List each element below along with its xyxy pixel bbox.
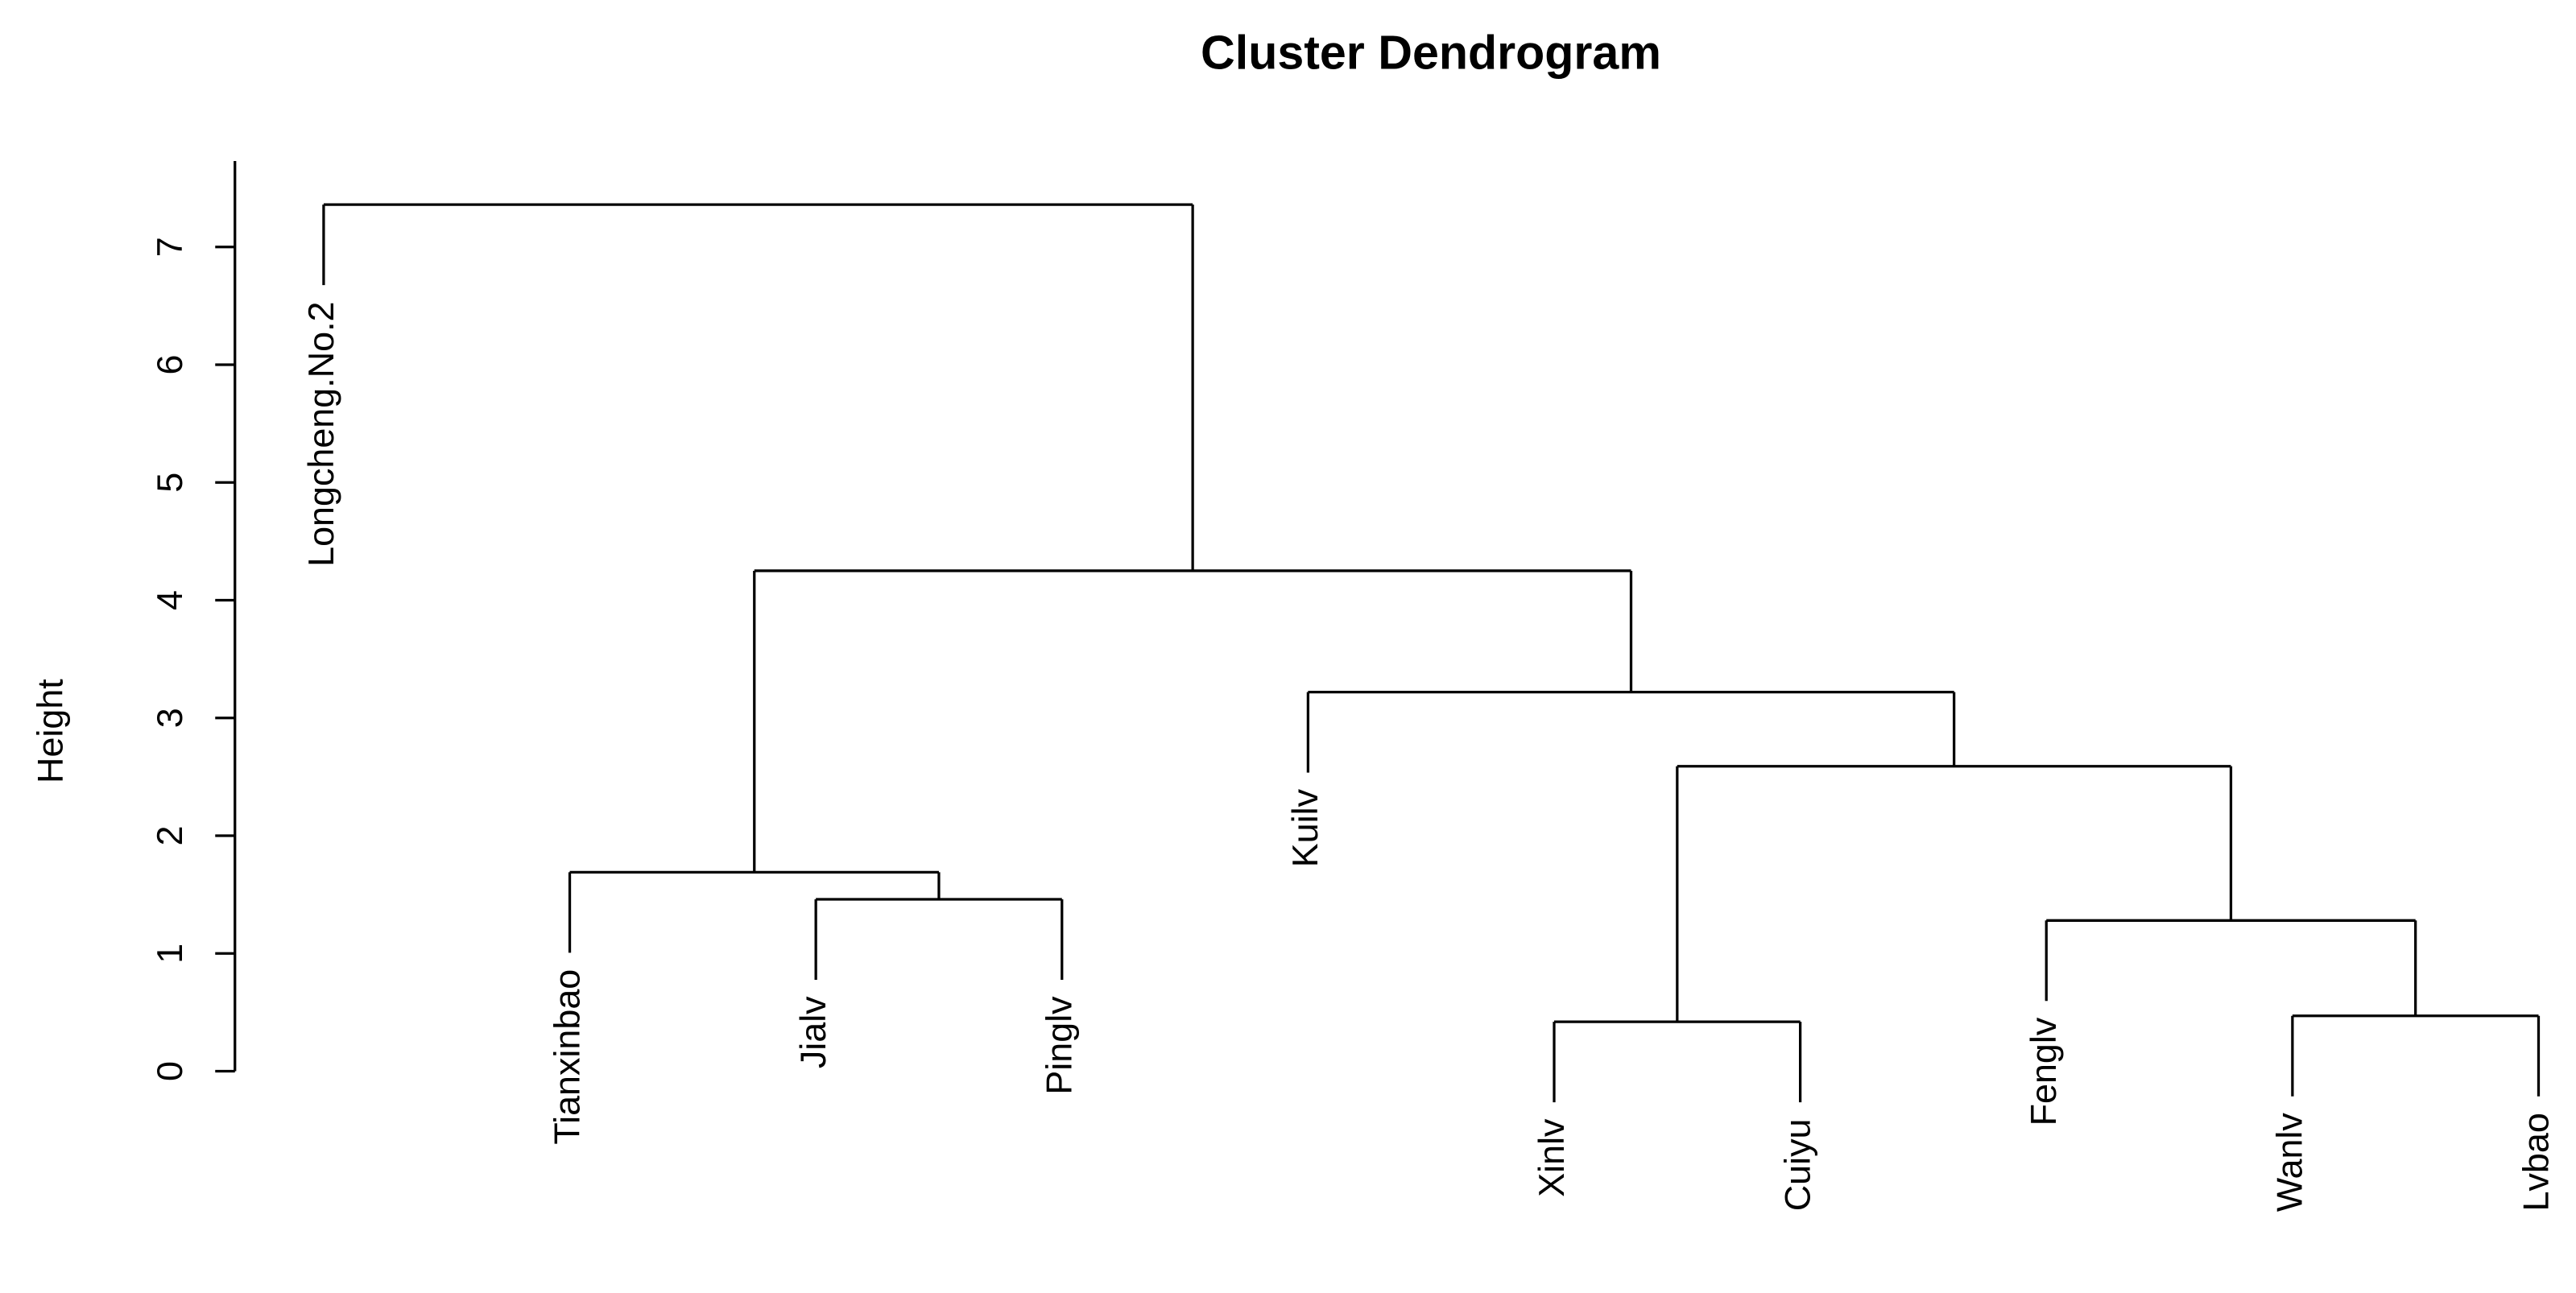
leaf-label: Jialv [792, 996, 833, 1068]
y-tick-label: 2 [149, 826, 190, 846]
y-tick-label: 7 [149, 237, 190, 257]
leaf-label: Tianxinbao [546, 969, 587, 1145]
leaf-label: Longcheng.No.2 [300, 301, 341, 566]
y-tick-label: 5 [149, 473, 190, 493]
leaf-label: Lvbao [2515, 1113, 2556, 1211]
y-axis-label: Height [30, 679, 71, 783]
leaf-label: Fenglv [2023, 1017, 2064, 1126]
y-tick-label: 3 [149, 708, 190, 728]
y-tick-label: 4 [149, 590, 190, 610]
leaf-label: Xinlv [1531, 1118, 1572, 1197]
leaf-label: Pinglv [1039, 996, 1080, 1095]
y-tick-label: 1 [149, 944, 190, 964]
leaf-label: Wanlv [2269, 1113, 2310, 1212]
y-tick-label: 0 [149, 1061, 190, 1081]
leaf-label: Cuiyu [1776, 1118, 1817, 1211]
chart-title: Cluster Dendrogram [1201, 26, 1661, 80]
y-tick-label: 6 [149, 355, 190, 375]
leaf-label: Kuilv [1284, 788, 1325, 867]
